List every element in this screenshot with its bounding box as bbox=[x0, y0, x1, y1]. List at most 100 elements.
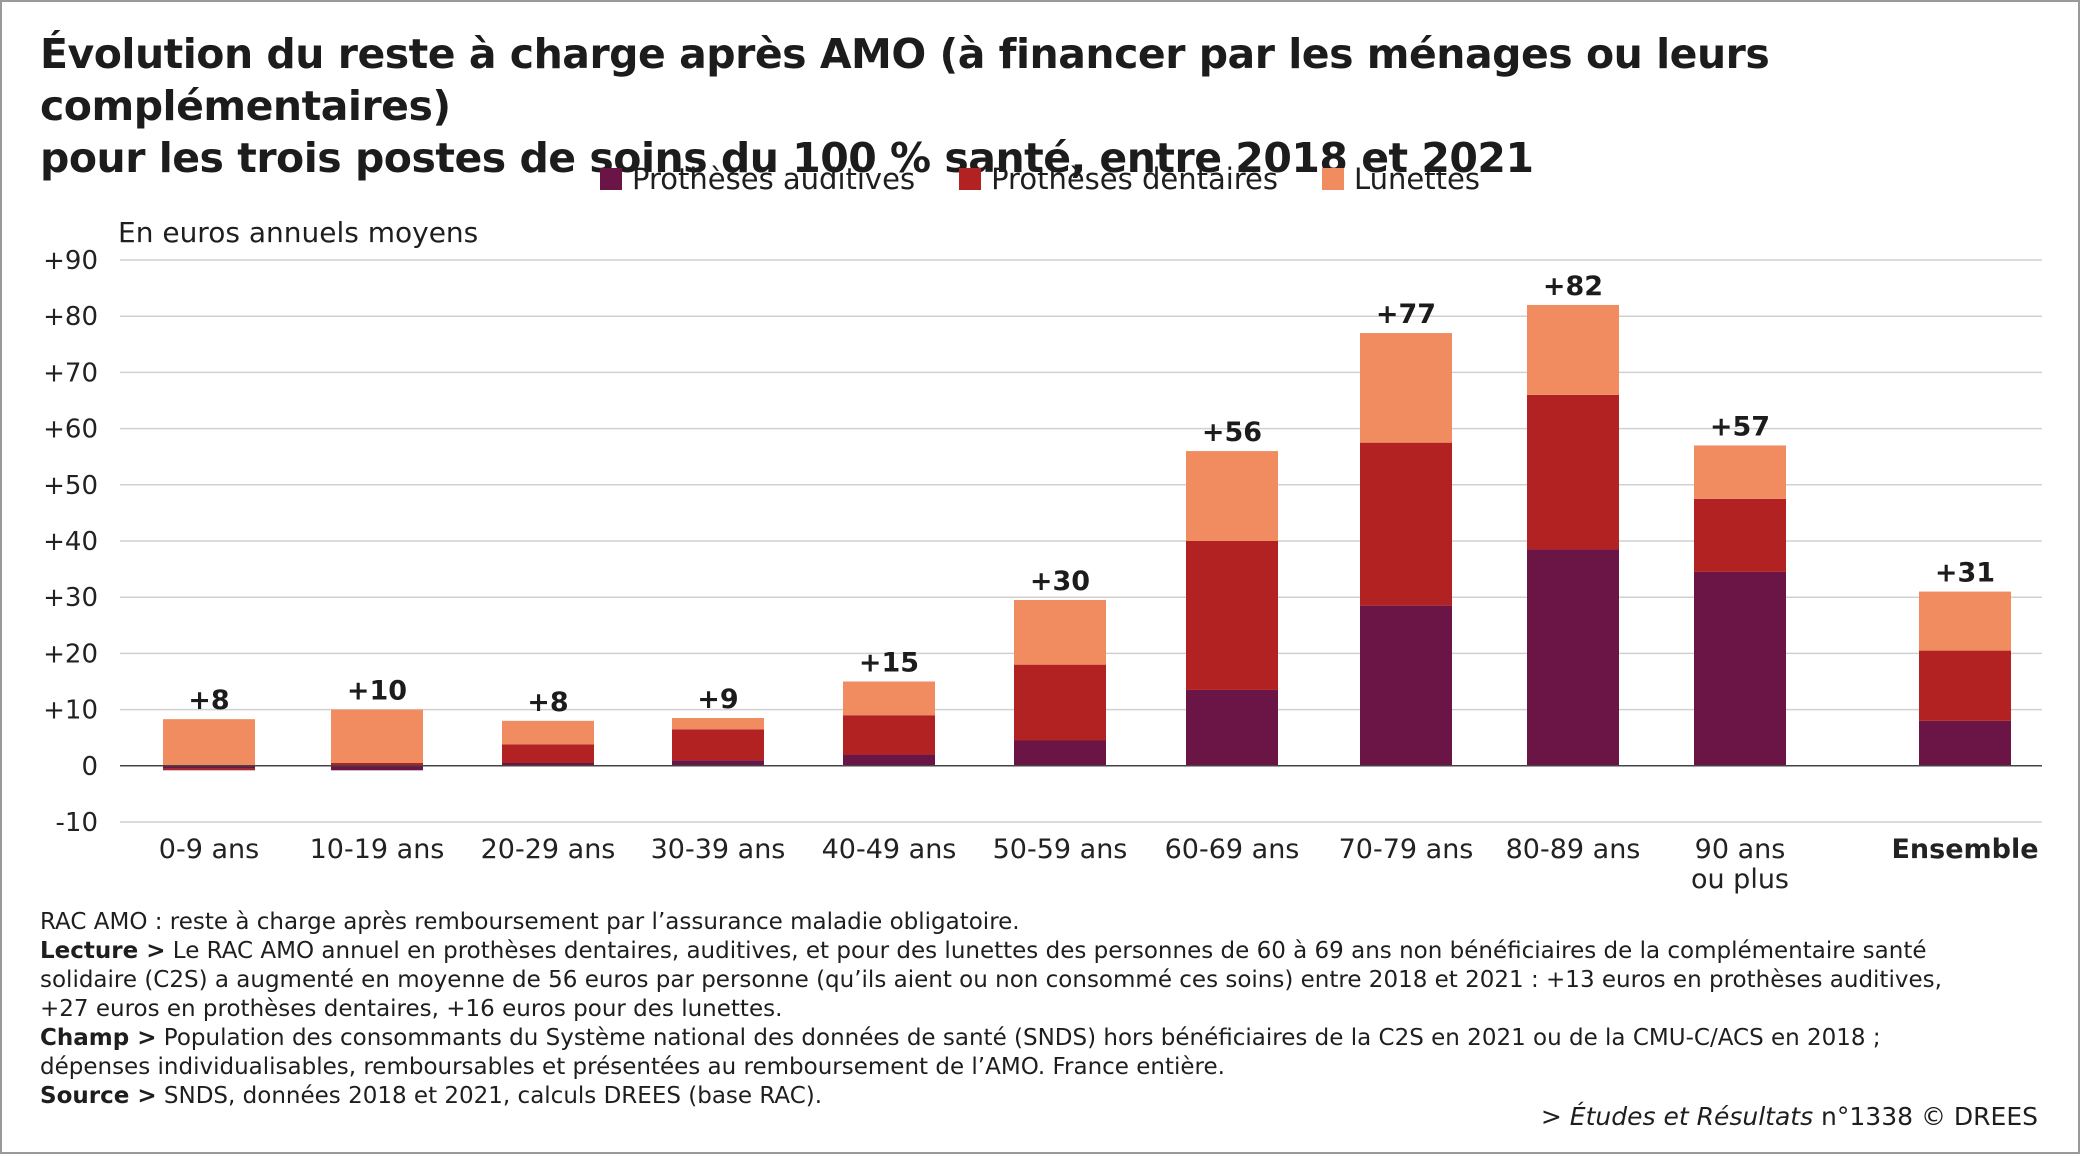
legend-item-auditives: Prothèses auditives bbox=[600, 162, 915, 196]
chart-title-line-2: pour les trois postes de soins du 100 % … bbox=[40, 134, 1534, 182]
bar-segment-lunettes bbox=[843, 681, 935, 716]
bar-segment-dentaires bbox=[843, 715, 935, 755]
bar-total-label: +10 bbox=[347, 676, 407, 707]
bar-segment-auditives bbox=[843, 754, 935, 766]
credit-number: n°1338 © DREES bbox=[1813, 1102, 2038, 1131]
stacked-bar-chart: +90 +80 +70 +60 +50 +40 +30 +20 +10 0 -10 +8 0-9 ans… bbox=[43, 246, 2042, 895]
bar-segment-lunettes bbox=[1014, 600, 1106, 665]
bar-segment-dentaires bbox=[163, 768, 255, 771]
bar-segment-auditives bbox=[502, 762, 594, 766]
x-category-label: 40-49 ans bbox=[822, 834, 957, 865]
bar-segment-lunettes bbox=[672, 718, 764, 730]
bar-segment-dentaires bbox=[1014, 664, 1106, 741]
bar-segment-dentaires bbox=[1919, 650, 2011, 721]
note-champ-line-1: Population des consommants du Système na… bbox=[156, 1025, 1881, 1051]
x-category-label: 90 ans bbox=[1695, 834, 1786, 865]
x-category-label: 70-79 ans bbox=[1339, 834, 1474, 865]
x-category-label: 20-29 ans bbox=[481, 834, 616, 865]
bar-segment-auditives bbox=[1919, 720, 2011, 766]
legend-swatch-dentaires bbox=[959, 168, 982, 190]
bar-segment-lunettes bbox=[1360, 333, 1452, 443]
bar-segment-lunettes bbox=[1919, 591, 2011, 651]
note-lecture: Lecture > Le RAC AMO annuel en prothèses… bbox=[40, 937, 2000, 966]
y-tick-label: 0 bbox=[81, 752, 98, 782]
note-lecture-line-2: solidaire (C2S) a augmenté en moyenne de… bbox=[40, 967, 1942, 993]
bar-segment-lunettes bbox=[1694, 445, 1786, 499]
note-source: Source > SNDS, données 2018 et 2021, cal… bbox=[40, 1082, 2000, 1111]
y-tick-label: +50 bbox=[43, 471, 98, 501]
bar-segment-auditives bbox=[331, 765, 423, 771]
note-lecture-line-3: +27 euros en prothèses dentaires, +16 eu… bbox=[40, 996, 783, 1022]
bar-segment-lunettes bbox=[502, 720, 594, 745]
bar-total-label: +8 bbox=[527, 687, 568, 718]
y-tick-label: +10 bbox=[43, 696, 98, 726]
legend-swatch-lunettes bbox=[1322, 168, 1345, 190]
bar-total-label: +15 bbox=[859, 648, 919, 679]
x-category-label: 0-9 ans bbox=[159, 834, 259, 865]
x-category-label: 50-59 ans bbox=[993, 834, 1128, 865]
bar-segment-auditives bbox=[1527, 549, 1619, 766]
bar-segment-dentaires bbox=[1186, 541, 1278, 690]
y-tick-label: +70 bbox=[43, 358, 98, 388]
bar-segment-lunettes bbox=[1186, 451, 1278, 541]
bar-segment-lunettes bbox=[1527, 304, 1619, 395]
y-tick-label: +30 bbox=[43, 583, 98, 613]
bar-total-label: +9 bbox=[697, 684, 738, 715]
chart-title-line-1: Évolution du reste à charge après AMO (à… bbox=[40, 30, 1770, 130]
chart-title: Évolution du reste à charge après AMO (à… bbox=[40, 28, 2040, 184]
y-tick-label: -10 bbox=[56, 808, 98, 838]
x-category-label: 80-89 ans bbox=[1506, 834, 1641, 865]
bar-segment-lunettes bbox=[331, 709, 423, 763]
legend-item-lunettes: Lunettes bbox=[1322, 162, 1480, 196]
note-abbreviation: RAC AMO : reste à charge après rembourse… bbox=[40, 909, 1020, 935]
x-category-label: Ensemble bbox=[1891, 834, 2038, 865]
legend-label-dentaires: Prothèses dentaires bbox=[991, 162, 1279, 196]
credit-publication: Études et Résultats bbox=[1569, 1102, 1814, 1131]
note-lecture-label: Lecture > bbox=[40, 938, 166, 964]
credit-prefix: > bbox=[1540, 1102, 1570, 1131]
publication-credit: > Études et Résultats n°1338 © DREES bbox=[1541, 1102, 2038, 1131]
bar-total-label: +30 bbox=[1030, 566, 1090, 597]
bar-total-label: +8 bbox=[188, 685, 229, 716]
bar-segment-dentaires bbox=[672, 729, 764, 761]
y-tick-label: +40 bbox=[43, 527, 98, 557]
x-category-label: 10-19 ans bbox=[310, 834, 445, 865]
bar-segment-auditives bbox=[1014, 740, 1106, 766]
bar-segment-auditives bbox=[1186, 689, 1278, 766]
bar-segment-dentaires bbox=[1360, 442, 1452, 606]
legend-item-dentaires: Prothèses dentaires bbox=[959, 162, 1278, 196]
bar-segment-dentaires bbox=[502, 744, 594, 763]
bar-total-label: +56 bbox=[1202, 417, 1262, 448]
note-source-label: Source > bbox=[40, 1083, 157, 1109]
bar-total-label: +82 bbox=[1543, 271, 1603, 302]
bar-segment-dentaires bbox=[331, 762, 423, 766]
y-axis-unit-label: En euros annuels moyens bbox=[118, 216, 479, 249]
x-category-label: 30-39 ans bbox=[651, 834, 786, 865]
chart-legend: Prothèses auditives Prothèses dentaires … bbox=[2, 162, 2078, 196]
note-source-text: SNDS, données 2018 et 2021, calculs DREE… bbox=[156, 1083, 823, 1109]
y-tick-label: +90 bbox=[43, 246, 98, 276]
bar-total-label: +57 bbox=[1710, 411, 1770, 442]
chart-notes: RAC AMO : reste à charge après rembourse… bbox=[40, 908, 2000, 1111]
bar-segment-lunettes bbox=[163, 719, 255, 766]
legend-swatch-auditives bbox=[600, 168, 623, 190]
note-champ: Champ > Population des consommants du Sy… bbox=[40, 1024, 2000, 1053]
bar-segment-auditives bbox=[163, 765, 255, 769]
legend-label-lunettes: Lunettes bbox=[1354, 162, 1480, 196]
x-category-label: ou plus bbox=[1691, 864, 1789, 895]
bar-segment-auditives bbox=[672, 760, 764, 766]
y-tick-label: +20 bbox=[43, 639, 98, 669]
bar-segment-auditives bbox=[1360, 605, 1452, 766]
bar-segment-dentaires bbox=[1527, 394, 1619, 550]
legend-label-auditives: Prothèses auditives bbox=[632, 162, 916, 196]
bar-segment-dentaires bbox=[1694, 498, 1786, 572]
note-lecture-line-1: Le RAC AMO annuel en prothèses dentaires… bbox=[165, 938, 1927, 964]
x-category-label: 60-69 ans bbox=[1165, 834, 1300, 865]
note-champ-line-2: dépenses individualisables, remboursable… bbox=[40, 1054, 1225, 1080]
bar-total-label: +31 bbox=[1935, 558, 1995, 589]
note-champ-label: Champ > bbox=[40, 1025, 157, 1051]
bar-segment-auditives bbox=[1694, 571, 1786, 766]
y-tick-label: +80 bbox=[43, 302, 98, 332]
bar-total-label: +77 bbox=[1376, 299, 1436, 330]
